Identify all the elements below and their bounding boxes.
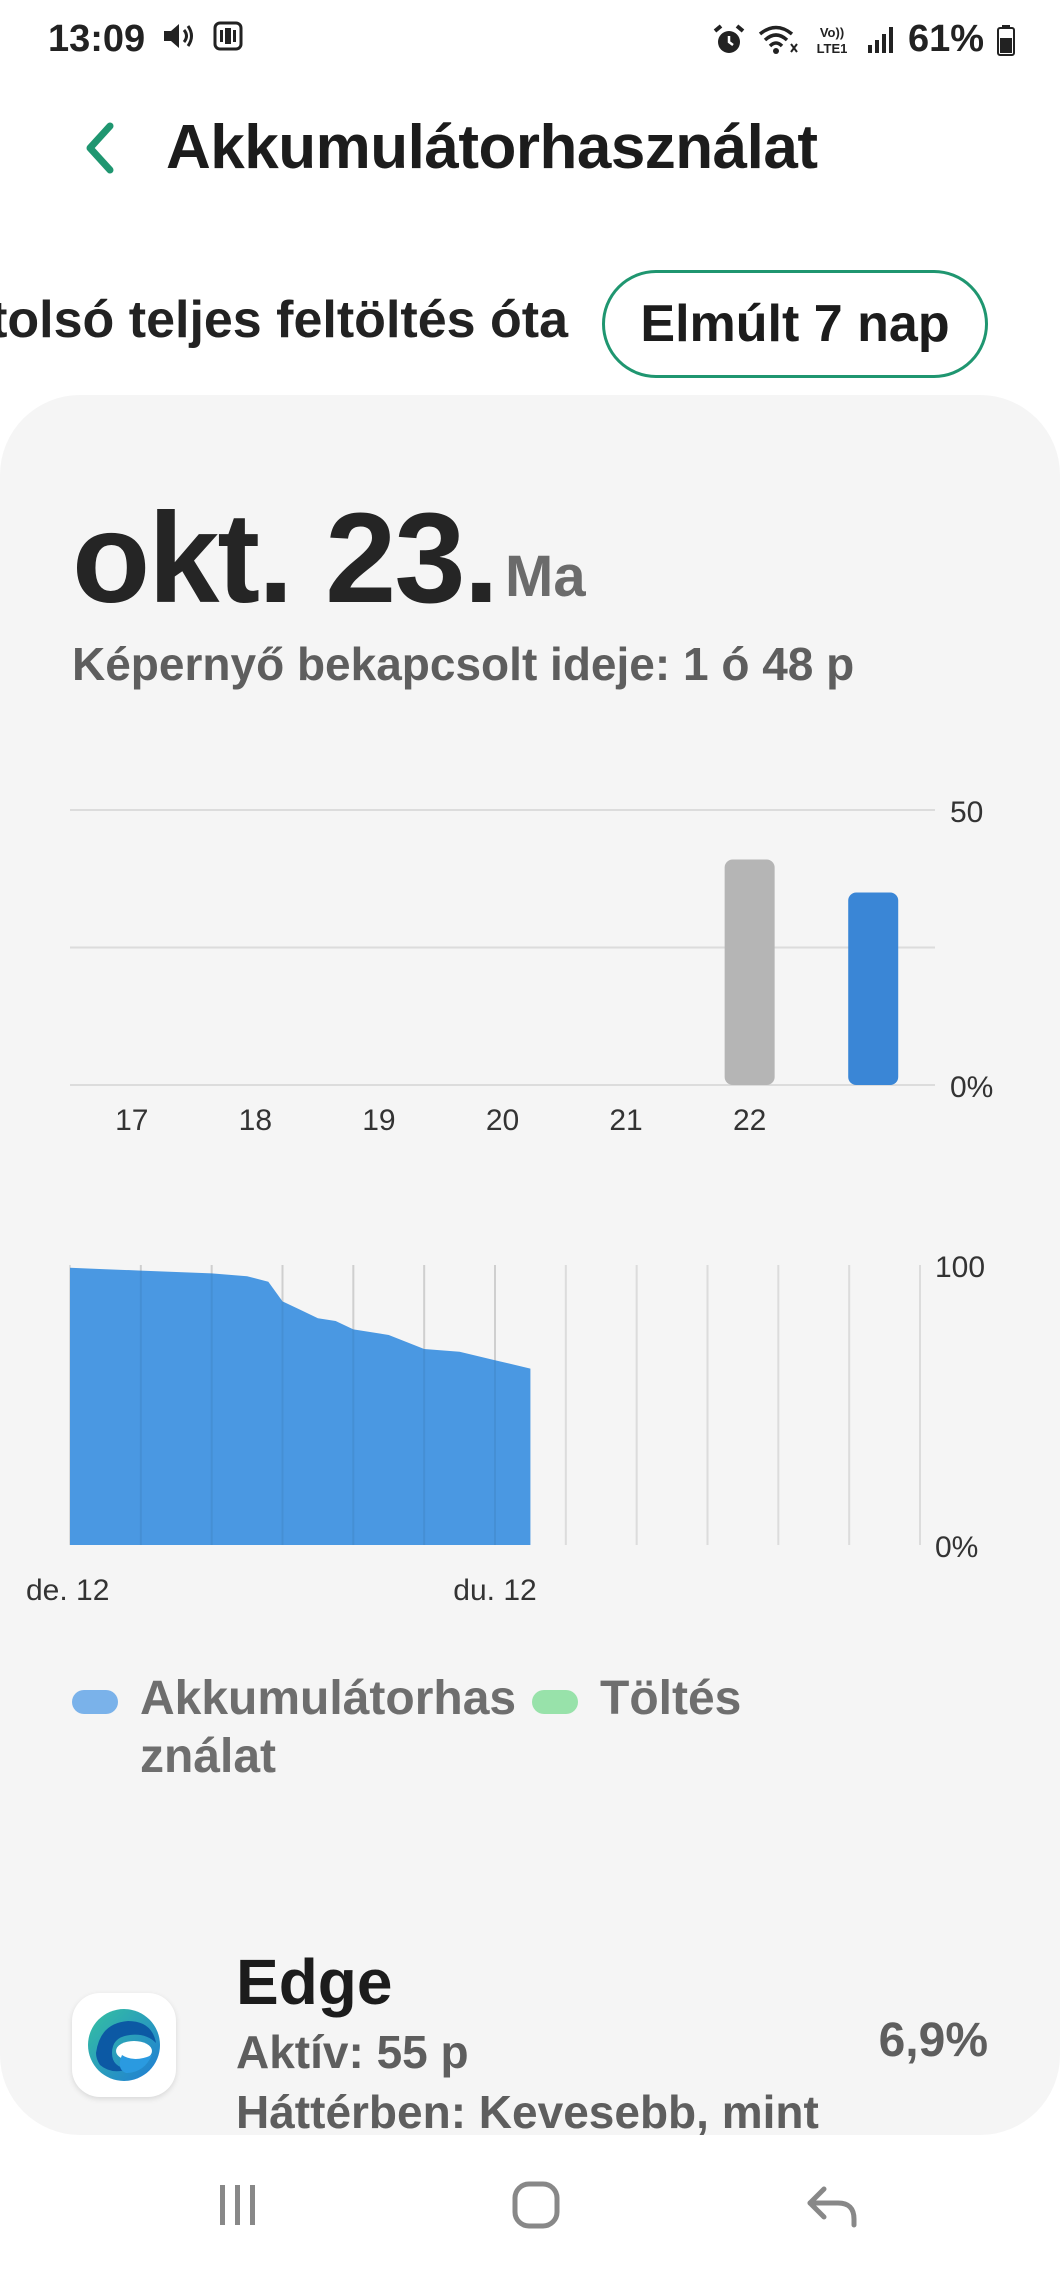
legend-swatch-charging: [532, 1690, 578, 1714]
status-time: 13:09: [48, 18, 146, 60]
y-tick-label: 50: [950, 796, 983, 829]
tab-since-full-charge[interactable]: Utolsó teljes feltöltés óta: [0, 291, 568, 349]
notification-icon: [213, 21, 243, 51]
back-button[interactable]: [70, 118, 130, 178]
day-label: Ma: [505, 544, 586, 609]
recents-icon: [220, 2185, 255, 2225]
app-usage-row[interactable]: Edge Aktív: 55 p Háttérben: Kevesebb, mi…: [0, 1945, 1060, 2135]
battery-usage-area: [70, 1267, 531, 1545]
app-usage-percent: 6,9%: [878, 2014, 988, 2067]
volume-icon: [164, 24, 193, 48]
signal-icon: [867, 26, 893, 53]
x-tick-label: de. 12: [26, 1574, 109, 1607]
x-tick-label: 17: [115, 1104, 148, 1137]
svg-text:Vo)): Vo)): [820, 25, 844, 40]
bar-22: [724, 859, 775, 1085]
status-right-icons: Vo)) LTE1 61%: [712, 18, 1016, 61]
app-active-time: Aktív: 55 p: [236, 2026, 469, 2078]
x-tick-label: 22: [733, 1104, 766, 1137]
bar-23: [848, 892, 899, 1085]
status-left-icons: [162, 20, 244, 52]
nav-back-button[interactable]: [792, 2165, 872, 2245]
legend-label-usage-line1: Akkumulátorhas: [140, 1672, 517, 1725]
screen-on-time: Képernyő bekapcsolt ideje: 1 ó 48 p: [72, 638, 855, 690]
y-tick-label: 0%: [935, 1531, 978, 1564]
legend-swatch-usage: [72, 1690, 118, 1714]
status-bar: 13:09 Vo)) LTE1: [0, 0, 1060, 80]
x-tick-label: 20: [486, 1104, 519, 1137]
x-tick-label: 21: [609, 1104, 642, 1137]
svg-text:LTE1: LTE1: [817, 41, 848, 56]
y-tick-label: 0%: [950, 1071, 993, 1104]
x-tick-label: 18: [239, 1104, 272, 1137]
home-icon: [512, 2181, 560, 2229]
tab-last-7-days[interactable]: Elmúlt 7 nap: [602, 270, 988, 378]
chevron-left-icon: [86, 122, 114, 174]
battery-level-area-chart: 100 0% de. 12 du. 12: [26, 1251, 985, 1607]
battery-icon: [997, 24, 1015, 56]
app-background-time: Háttérben: Kevesebb, mint: [236, 2086, 819, 2135]
recents-button[interactable]: [198, 2165, 278, 2245]
back-arrow-icon: [807, 2186, 857, 2228]
usage-card: okt. 23. Ma Képernyő bekapcsolt ideje: 1…: [0, 395, 1060, 2135]
legend-item-usage: Akkumulátorhas ználat: [72, 1670, 516, 1786]
y-tick-label: 100: [935, 1251, 985, 1284]
page-title: Akkumulátorhasználat: [166, 113, 818, 182]
alarm-icon: [713, 23, 745, 53]
volte-icon: Vo)) LTE1: [817, 25, 848, 56]
navigation-bar: [0, 2135, 1060, 2273]
home-button[interactable]: [496, 2165, 576, 2245]
period-tabs: Utolsó teljes feltöltés óta Elmúlt 7 nap: [0, 270, 1060, 380]
legend-label-usage-line2: ználat: [140, 1730, 277, 1783]
battery-percentage: 61%: [907, 18, 984, 60]
daily-usage-bar-chart[interactable]: 50 0% 17 18 19 20 21 22: [0, 775, 1060, 1175]
legend-item-charging: Töltés: [532, 1670, 741, 1728]
selected-date: okt. 23.: [72, 487, 499, 630]
edge-icon: [72, 1993, 176, 2097]
wifi-icon: [758, 25, 798, 54]
app-name: Edge: [236, 1946, 393, 2018]
legend-label-charging: Töltés: [600, 1672, 742, 1725]
x-tick-label: 19: [362, 1104, 395, 1137]
x-tick-label: du. 12: [453, 1574, 536, 1607]
